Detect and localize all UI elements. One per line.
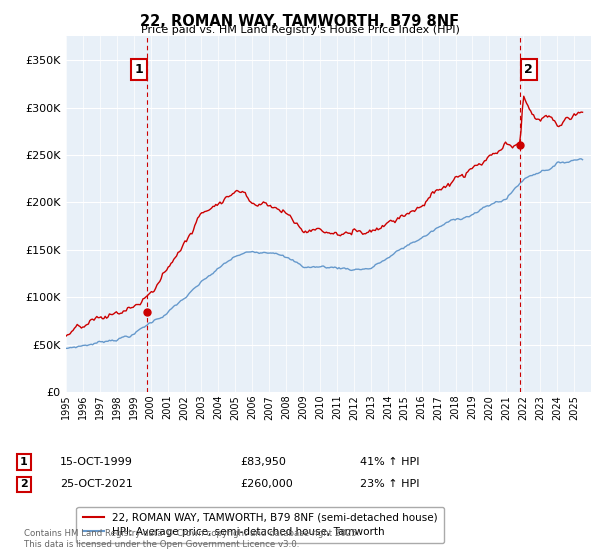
Text: 1: 1 [134,63,143,76]
Text: 23% ↑ HPI: 23% ↑ HPI [360,479,419,489]
Text: 1: 1 [20,457,28,467]
Text: 25-OCT-2021: 25-OCT-2021 [60,479,133,489]
Text: 2: 2 [20,479,28,489]
Text: 2: 2 [524,63,533,76]
Text: 15-OCT-1999: 15-OCT-1999 [60,457,133,467]
Text: 41% ↑ HPI: 41% ↑ HPI [360,457,419,467]
Legend: 22, ROMAN WAY, TAMWORTH, B79 8NF (semi-detached house), HPI: Average price, semi: 22, ROMAN WAY, TAMWORTH, B79 8NF (semi-d… [76,507,444,543]
Text: Contains HM Land Registry data © Crown copyright and database right 2025.
This d: Contains HM Land Registry data © Crown c… [24,529,359,549]
Text: £260,000: £260,000 [240,479,293,489]
Text: Price paid vs. HM Land Registry's House Price Index (HPI): Price paid vs. HM Land Registry's House … [140,25,460,35]
Text: £83,950: £83,950 [240,457,286,467]
Text: 22, ROMAN WAY, TAMWORTH, B79 8NF: 22, ROMAN WAY, TAMWORTH, B79 8NF [140,14,460,29]
